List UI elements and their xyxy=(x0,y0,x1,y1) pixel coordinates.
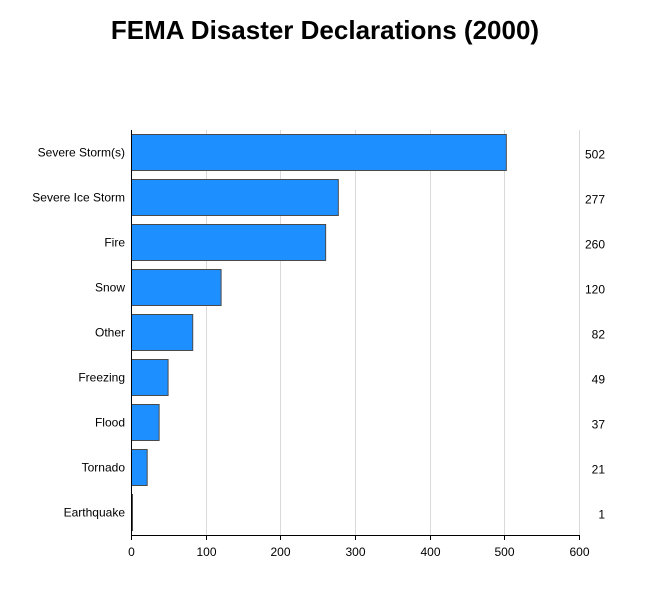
bar xyxy=(131,449,148,486)
x-tick-label: 300 xyxy=(345,545,365,559)
x-tick-label: 200 xyxy=(270,545,290,559)
category-label: Severe Ice Storm xyxy=(32,191,125,205)
category-label: Fire xyxy=(104,236,125,250)
value-label: 277 xyxy=(585,193,605,207)
x-tick-label: 500 xyxy=(494,545,514,559)
value-label: 120 xyxy=(585,283,605,297)
category-label: Other xyxy=(95,326,125,340)
x-tick-label: 400 xyxy=(420,545,440,559)
category-label: Earthquake xyxy=(64,506,126,520)
x-tick-label: 100 xyxy=(196,545,216,559)
x-tick-label: 0 xyxy=(128,545,135,559)
value-labels: 502 277 260 120 82 49 37 21 1 xyxy=(585,148,605,522)
category-label: Severe Storm(s) xyxy=(38,146,125,160)
value-label: 37 xyxy=(592,418,606,432)
bar xyxy=(131,359,169,396)
category-label: Freezing xyxy=(78,371,125,385)
bar xyxy=(131,179,339,216)
category-labels: Severe Storm(s) Severe Ice Storm Fire Snow O… xyxy=(32,146,125,520)
bar xyxy=(131,269,222,306)
value-label: 49 xyxy=(592,373,606,387)
value-label: 502 xyxy=(585,148,605,162)
value-label: 21 xyxy=(592,463,606,477)
value-label: 82 xyxy=(592,328,606,342)
category-label: Snow xyxy=(95,281,125,295)
category-label: Flood xyxy=(95,416,125,430)
category-label: Tornado xyxy=(82,461,126,475)
bar xyxy=(131,224,327,261)
x-axis-ticks: 0 100 200 300 400 500 600 xyxy=(128,535,590,559)
bar xyxy=(131,404,160,441)
bar xyxy=(131,134,507,171)
bar xyxy=(131,314,194,351)
value-label: 1 xyxy=(598,508,605,522)
chart-title: FEMA Disaster Declarations (2000) xyxy=(111,15,539,45)
value-label: 260 xyxy=(585,238,605,252)
bars xyxy=(131,134,507,531)
x-tick-label: 600 xyxy=(569,545,589,559)
